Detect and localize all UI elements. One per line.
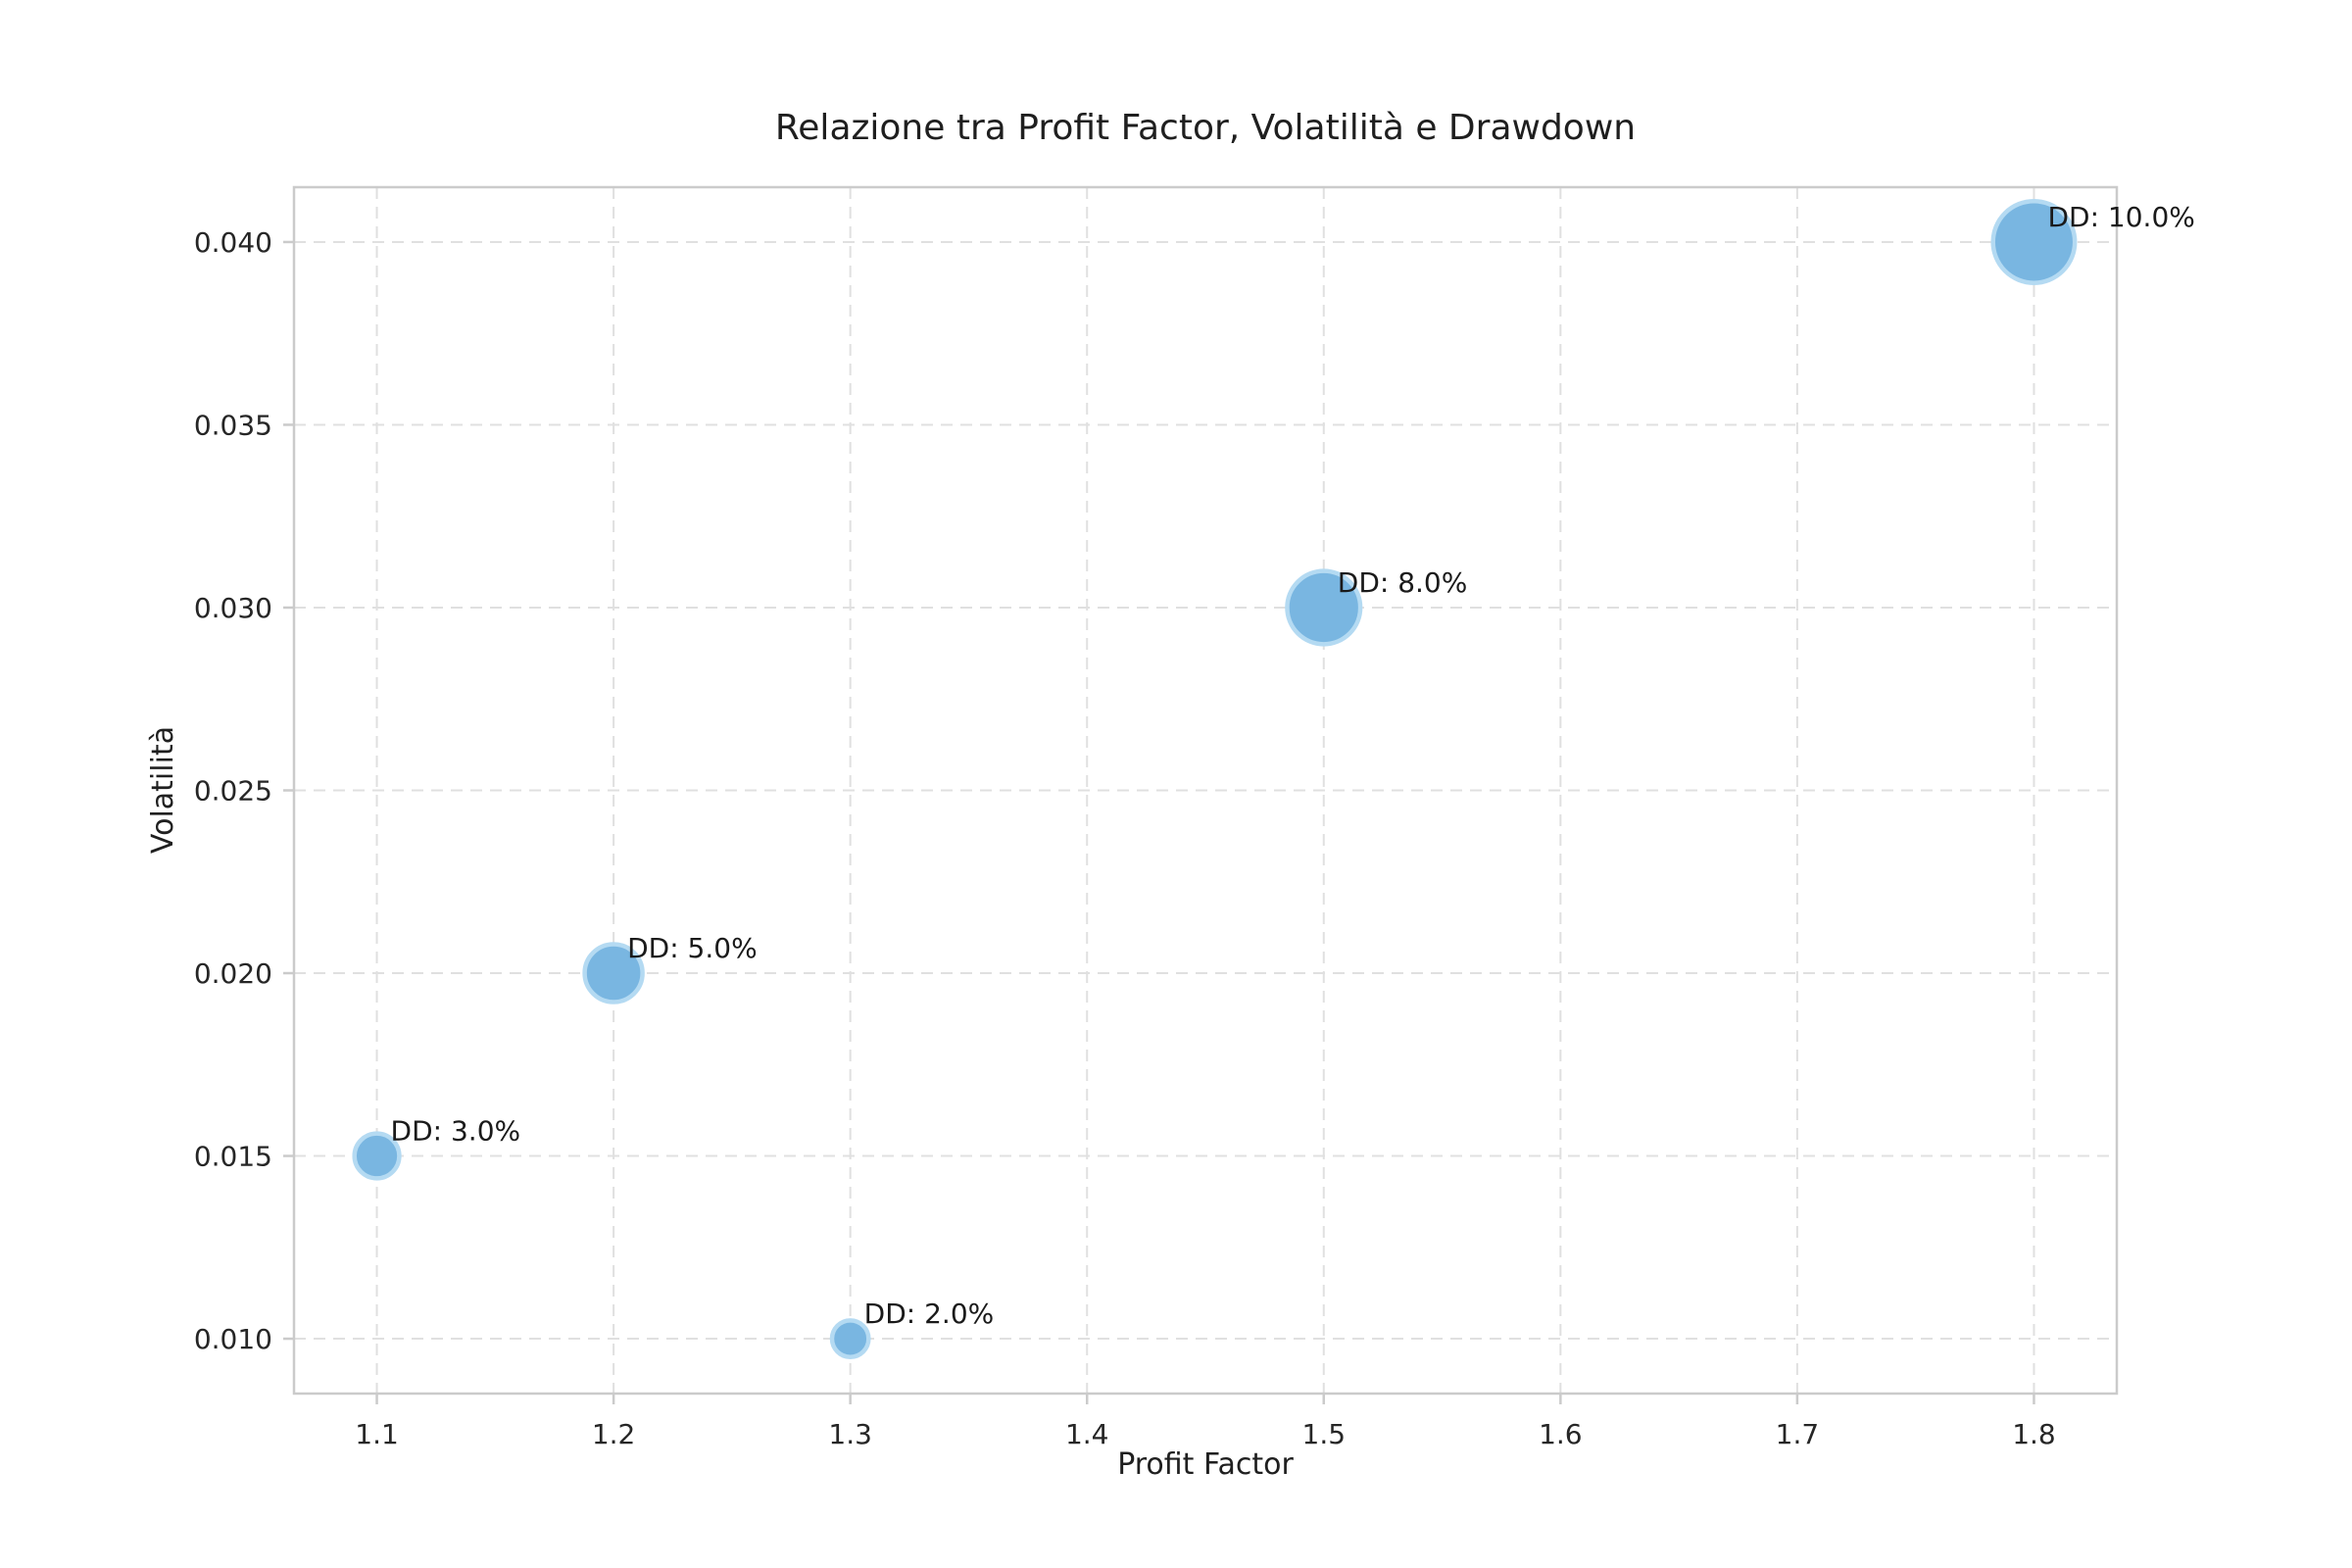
chart-title: Relazione tra Profit Factor, Volatilità … [774, 108, 1637, 148]
y-tick-label: 0.035 [194, 409, 272, 441]
bubble-annotation: DD: 8.0% [1338, 566, 1468, 599]
x-tick-label: 1.2 [592, 1418, 636, 1450]
y-tick-label: 0.030 [194, 592, 272, 624]
plot-border [292, 185, 2119, 1396]
bubble-annotation: DD: 3.0% [391, 1115, 521, 1148]
y-tick-label: 0.015 [194, 1141, 272, 1173]
data-bubble [829, 1318, 871, 1359]
x-tick-label: 1.8 [2012, 1418, 2056, 1450]
data-bubble [1990, 198, 2078, 285]
bubble-annotation: DD: 2.0% [864, 1298, 995, 1330]
x-tick-label: 1.5 [1302, 1418, 1347, 1450]
x-tick-label: 1.7 [1776, 1418, 1820, 1450]
data-bubble [582, 942, 645, 1004]
data-bubble [1285, 568, 1363, 647]
y-tick-label: 0.025 [194, 775, 272, 808]
x-tick-label: 1.3 [828, 1418, 872, 1450]
x-tick-label: 1.1 [355, 1418, 399, 1450]
data-bubble [352, 1131, 402, 1181]
y-tick-label: 0.010 [194, 1323, 272, 1355]
bubble-annotation: DD: 10.0% [2047, 201, 2194, 233]
y-tick-label: 0.040 [194, 226, 272, 259]
bubble-annotation: DD: 5.0% [627, 932, 758, 964]
x-tick-label: 1.4 [1065, 1418, 1109, 1450]
x-tick-label: 1.6 [1539, 1418, 1583, 1450]
x-axis-label: Profit Factor [1117, 1447, 1294, 1482]
y-tick-label: 0.020 [194, 957, 272, 990]
